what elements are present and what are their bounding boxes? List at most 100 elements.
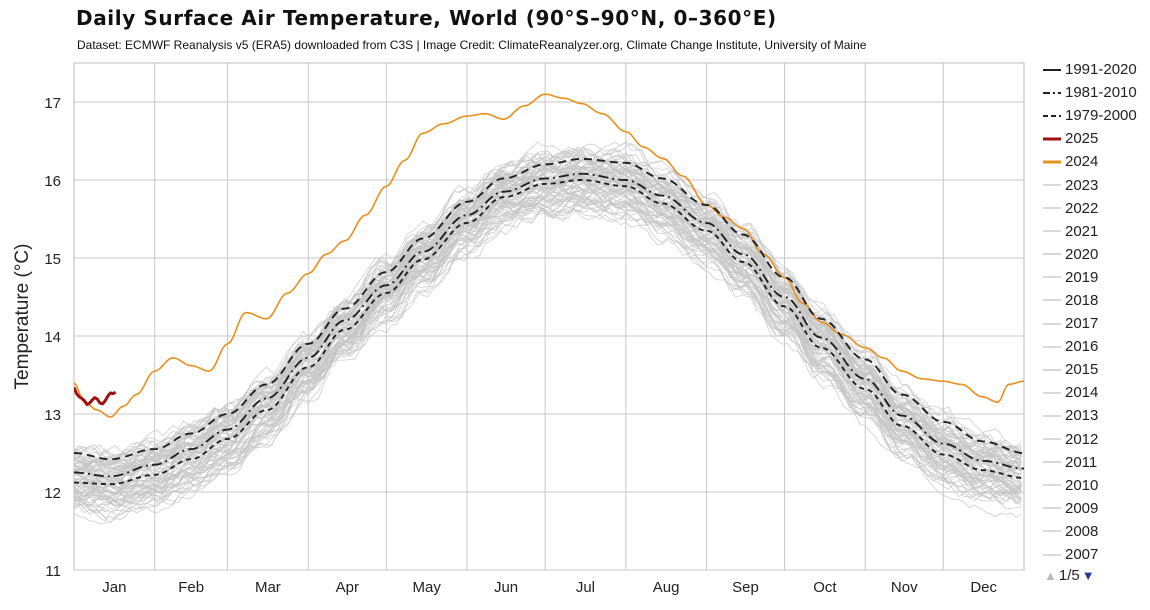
legend-item-2013[interactable]: 2013 — [1040, 404, 1148, 427]
legend-item-1979-2000[interactable]: 1979-2000 — [1040, 104, 1148, 127]
month-tick-label: Mar — [255, 579, 281, 596]
month-tick-label: Jan — [102, 579, 126, 596]
legend-item-1981-2010[interactable]: 1981-2010 — [1040, 81, 1148, 104]
series-line-1991-2020 — [74, 157, 1024, 461]
historical-year-line — [74, 166, 1022, 482]
historical-year-line — [74, 150, 1022, 465]
legend-swatch — [1043, 345, 1061, 348]
legend-item-2012[interactable]: 2012 — [1040, 428, 1148, 451]
legend-swatch — [1043, 414, 1061, 417]
month-tick-label: Feb — [178, 579, 204, 596]
month-tick-label: May — [412, 579, 441, 596]
y-axis-label: Temperature (°C) — [12, 244, 33, 390]
historical-year-line — [74, 159, 1022, 473]
legend-swatch — [1043, 507, 1061, 510]
legend-item-2024[interactable]: 2024 — [1040, 150, 1148, 173]
y-tick-label: 12 — [44, 485, 61, 502]
month-tick-label: Dec — [970, 579, 997, 596]
historical-year-line — [74, 173, 1022, 493]
historical-year-line — [74, 150, 1022, 465]
legend-label: 2023 — [1065, 176, 1099, 194]
plot-area — [73, 62, 1025, 571]
legend-label: 2024 — [1065, 153, 1099, 171]
y-tick-label: 15 — [44, 251, 61, 268]
legend-label: 2011 — [1065, 453, 1098, 471]
legend-label: 2025 — [1065, 130, 1099, 148]
legend-item-2010[interactable]: 2010 — [1040, 474, 1148, 497]
legend-label: 2016 — [1065, 338, 1099, 356]
historical-year-line — [74, 195, 1022, 513]
legend-label: 2008 — [1065, 522, 1099, 540]
legend-swatch — [1043, 438, 1061, 441]
legend-item-2025[interactable]: 2025 — [1040, 127, 1148, 150]
triangle-down-icon[interactable]: ▼ — [1081, 568, 1095, 583]
legend-label: 2018 — [1065, 291, 1099, 309]
month-tick-label: Sep — [732, 579, 759, 596]
legend-swatch — [1043, 207, 1061, 210]
month-tick-label: Apr — [336, 579, 359, 596]
legend-label: 2022 — [1065, 199, 1099, 217]
legend-label: 2010 — [1065, 476, 1099, 494]
legend-swatch — [1043, 230, 1061, 233]
legend-item-2023[interactable]: 2023 — [1040, 173, 1148, 196]
historical-year-line — [74, 184, 1022, 507]
historical-year-line — [74, 197, 1022, 508]
legend-item-2020[interactable]: 2020 — [1040, 243, 1148, 266]
legend-swatch — [1043, 68, 1061, 71]
legend-item-2022[interactable]: 2022 — [1040, 197, 1148, 220]
chart-subtitle: Dataset: ECMWF Reanalysis v5 (ERA5) down… — [77, 38, 867, 52]
legend-item-2016[interactable]: 2016 — [1040, 335, 1148, 358]
legend-item-2021[interactable]: 2021 — [1040, 220, 1148, 243]
month-tick-label: Jul — [576, 579, 595, 596]
legend-label: 2012 — [1065, 430, 1099, 448]
legend-item-2019[interactable]: 2019 — [1040, 266, 1148, 289]
legend-label: 1991-2020 — [1065, 61, 1137, 79]
legend-swatch — [1043, 137, 1061, 141]
historical-year-line — [74, 187, 1022, 504]
legend-label: 2021 — [1065, 222, 1099, 240]
series-line-2025 — [74, 386, 117, 407]
legend-label: 2014 — [1065, 384, 1099, 402]
legend-item-2011[interactable]: 2011 — [1040, 451, 1148, 474]
y-tick-label: 16 — [44, 173, 61, 190]
legend-label: 2007 — [1065, 546, 1099, 564]
y-tick-label: 14 — [44, 329, 61, 346]
historical-year-line — [74, 141, 1022, 463]
legend-item-2017[interactable]: 2017 — [1040, 312, 1148, 335]
series-line-1981-2010 — [74, 172, 1024, 478]
historical-year-line — [74, 160, 1022, 479]
legend-label: 1979-2000 — [1065, 107, 1137, 125]
legend-swatch — [1043, 299, 1061, 302]
historical-year-line — [74, 162, 1022, 474]
historical-year-line — [74, 157, 1022, 477]
legend-swatch — [1043, 530, 1061, 533]
legend-item-2015[interactable]: 2015 — [1040, 358, 1148, 381]
legend-swatch — [1043, 91, 1061, 94]
month-tick-label: Jun — [494, 579, 518, 596]
legend-item-2009[interactable]: 2009 — [1040, 497, 1148, 520]
historical-year-line — [74, 197, 1022, 508]
legend-swatch — [1043, 114, 1061, 117]
historical-years-group — [74, 141, 1022, 525]
month-tick-label: Oct — [813, 579, 837, 596]
triangle-up-icon[interactable]: ▲ — [1044, 568, 1057, 583]
historical-year-line — [74, 141, 1022, 458]
legend: 1991-2020 1981-2010 1979-2000 2025 2024 2023 2… — [1040, 58, 1148, 566]
legend-swatch — [1043, 160, 1061, 164]
legend-label: 2019 — [1065, 268, 1099, 286]
legend-swatch — [1043, 461, 1061, 464]
legend-item-2007[interactable]: 2007 — [1040, 543, 1148, 566]
legend-item-1991-2020[interactable]: 1991-2020 — [1040, 58, 1148, 81]
legend-swatch — [1043, 184, 1061, 187]
month-tick-label: Aug — [653, 579, 680, 596]
legend-item-2008[interactable]: 2008 — [1040, 520, 1148, 543]
historical-year-line — [74, 185, 1022, 496]
historical-year-line — [74, 159, 1022, 471]
legend-swatch — [1043, 368, 1061, 371]
legend-item-2018[interactable]: 2018 — [1040, 289, 1148, 312]
legend-swatch — [1043, 391, 1061, 394]
y-tick-label: 13 — [44, 407, 61, 424]
legend-item-2014[interactable]: 2014 — [1040, 381, 1148, 404]
legend-swatch — [1043, 253, 1061, 256]
